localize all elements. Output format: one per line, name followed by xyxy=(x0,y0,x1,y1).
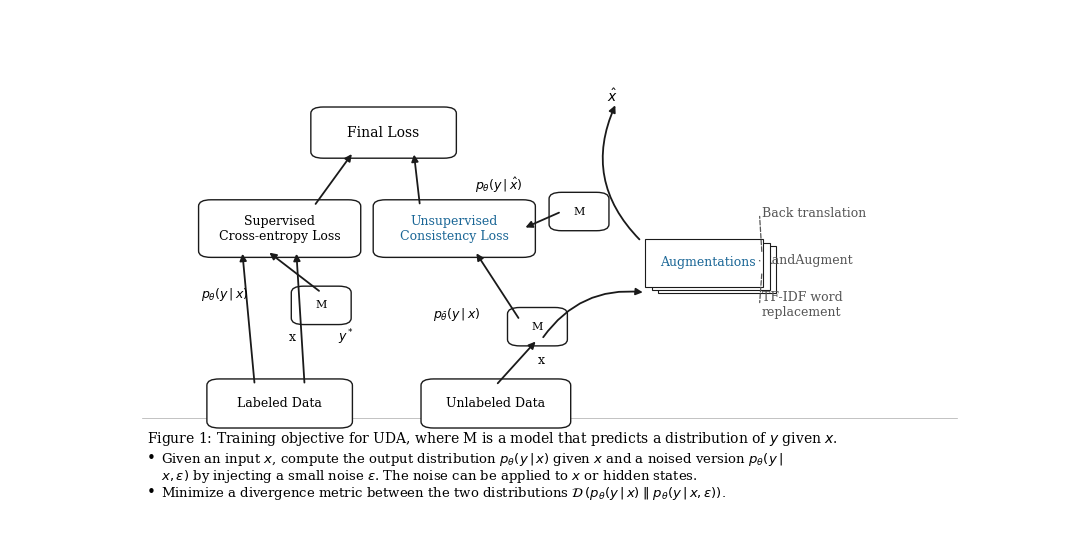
Text: $p_{\theta}(y\,|\,x)$: $p_{\theta}(y\,|\,x)$ xyxy=(201,286,248,303)
Text: M: M xyxy=(315,300,327,310)
Text: Given an input $x$, compute the output distribution $p_{\theta}(y\,|\,x)$ given : Given an input $x$, compute the output d… xyxy=(161,452,782,468)
FancyBboxPatch shape xyxy=(311,107,456,158)
Text: Minimize a divergence metric between the two distributions $\mathcal{D}\,(p_{\th: Minimize a divergence metric between the… xyxy=(161,485,725,502)
FancyBboxPatch shape xyxy=(508,307,568,346)
Text: •: • xyxy=(147,452,156,466)
Text: $x, \epsilon)$ by injecting a small noise $\epsilon$. The noise can be applied t: $x, \epsilon)$ by injecting a small nois… xyxy=(161,468,697,485)
Text: Unsupervised
Consistency Loss: Unsupervised Consistency Loss xyxy=(400,214,509,243)
Text: $p_{\bar{\theta}}(y\,|\,x)$: $p_{\bar{\theta}}(y\,|\,x)$ xyxy=(433,306,481,323)
Text: Final Loss: Final Loss xyxy=(348,126,420,140)
Text: Figure 1: Training objective for UDA, where M is a model that predicts a distrib: Figure 1: Training objective for UDA, wh… xyxy=(147,430,837,448)
FancyBboxPatch shape xyxy=(421,379,571,428)
FancyBboxPatch shape xyxy=(199,200,361,258)
Text: Labeled Data: Labeled Data xyxy=(237,397,322,410)
Text: RandAugment: RandAugment xyxy=(762,254,853,267)
Text: $\hat{x}$: $\hat{x}$ xyxy=(607,88,618,105)
FancyBboxPatch shape xyxy=(291,286,351,325)
FancyBboxPatch shape xyxy=(658,245,776,294)
FancyBboxPatch shape xyxy=(645,239,763,286)
Text: Supervised
Cross-entropy Loss: Supervised Cross-entropy Loss xyxy=(219,214,340,243)
FancyBboxPatch shape xyxy=(373,200,535,258)
Text: •: • xyxy=(147,485,156,500)
FancyBboxPatch shape xyxy=(207,379,352,428)
FancyBboxPatch shape xyxy=(652,243,770,290)
Text: $p_{\theta}(y\,|\,\hat{x})$: $p_{\theta}(y\,|\,\hat{x})$ xyxy=(475,176,523,196)
Text: $y^*$: $y^*$ xyxy=(338,327,354,347)
FancyBboxPatch shape xyxy=(549,192,609,230)
Text: M: M xyxy=(532,322,543,332)
Text: x: x xyxy=(289,331,296,344)
Text: Back translation: Back translation xyxy=(762,207,866,220)
Text: TF-IDF word
replacement: TF-IDF word replacement xyxy=(762,291,842,319)
Text: x: x xyxy=(538,355,545,367)
Text: Augmentations: Augmentations xyxy=(660,256,755,269)
Text: Unlabeled Data: Unlabeled Data xyxy=(446,397,545,410)
Text: M: M xyxy=(573,207,585,217)
